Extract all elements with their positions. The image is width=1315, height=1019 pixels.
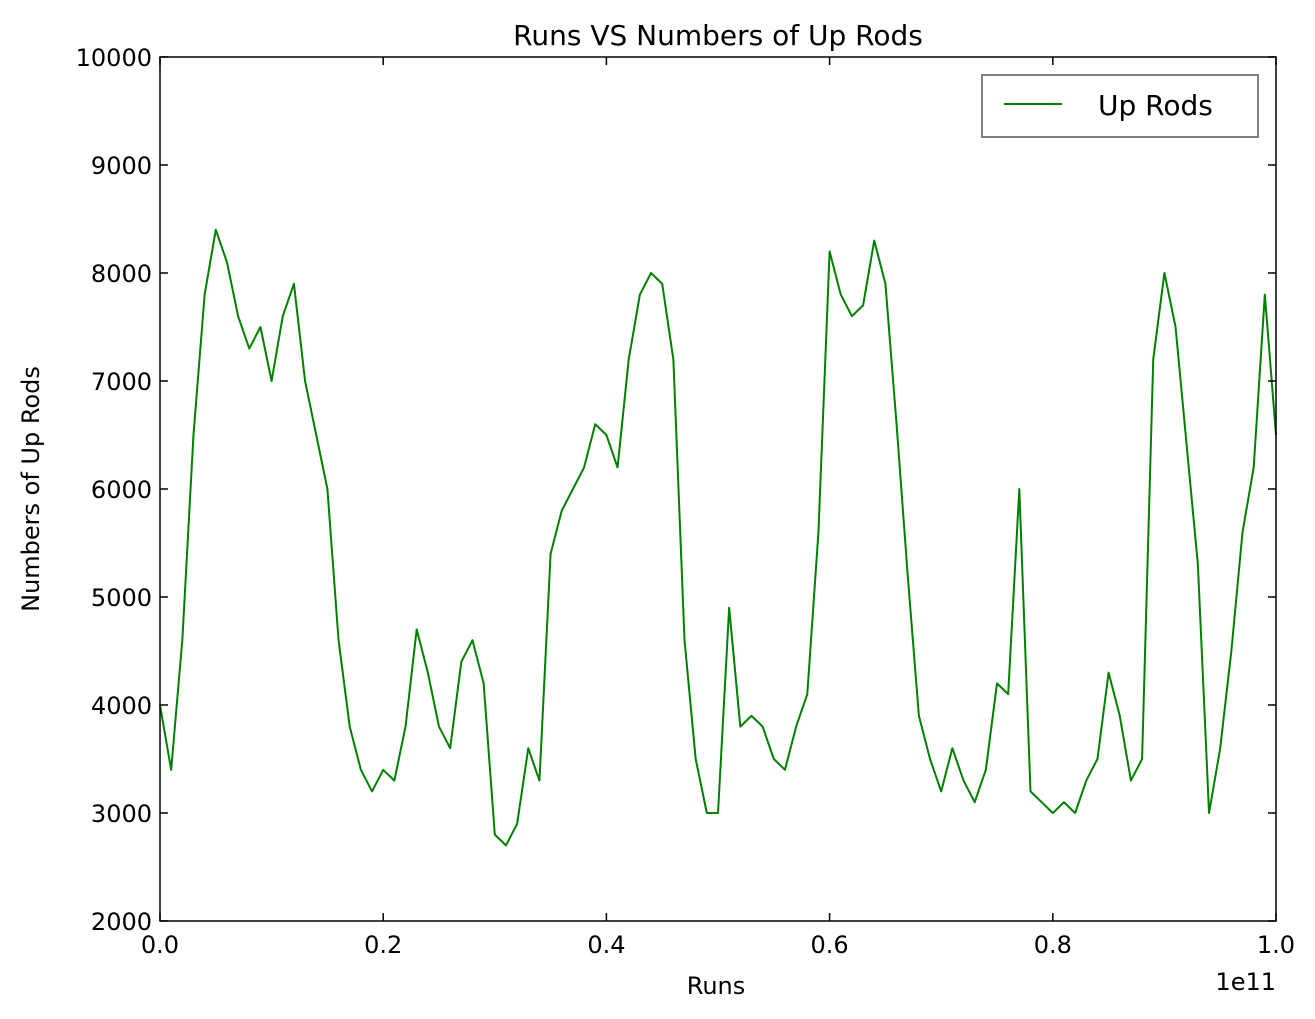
- x-tick-label: 0.0: [141, 931, 179, 959]
- x-axis-label: Runs: [687, 972, 746, 1000]
- series-group: [159, 228, 1277, 847]
- chart-title: Runs VS Numbers of Up Rods: [513, 19, 923, 52]
- series-line-0: [159, 228, 1277, 847]
- y-tick-label: 9000: [91, 152, 152, 180]
- y-tick-label: 8000: [91, 260, 152, 288]
- plot-area: 0.0 0.2 0.4 0.6 0.8 1.0 2000 3000 4000 5000 6000 7…: [76, 44, 1295, 959]
- x-tick-label: 0.6: [811, 931, 849, 959]
- legend-label: Up Rods: [1098, 89, 1213, 122]
- x-axis: 0.0 0.2 0.4 0.6 0.8 1.0: [141, 57, 1295, 959]
- x-axis-offset-text: 1e11: [1215, 968, 1276, 996]
- y-axis: 2000 3000 4000 5000 6000 7000 8000 9000 10000: [76, 44, 1276, 936]
- y-tick-label: 3000: [91, 800, 152, 828]
- y-axis-label: Numbers of Up Rods: [17, 366, 45, 612]
- x-tick-label: 0.2: [364, 931, 402, 959]
- y-tick-label: 6000: [91, 476, 152, 504]
- y-tick-label: 2000: [91, 908, 152, 936]
- y-tick-label: 4000: [91, 692, 152, 720]
- legend-box: [981, 74, 1259, 138]
- x-tick-label: 0.4: [587, 931, 625, 959]
- y-tick-label: 7000: [91, 368, 152, 396]
- x-tick-label: 1.0: [1257, 931, 1295, 959]
- legend: Up Rods: [981, 74, 1259, 138]
- y-tick-label: 10000: [76, 44, 152, 72]
- y-tick-label: 5000: [91, 584, 152, 612]
- x-tick-label: 0.8: [1034, 931, 1072, 959]
